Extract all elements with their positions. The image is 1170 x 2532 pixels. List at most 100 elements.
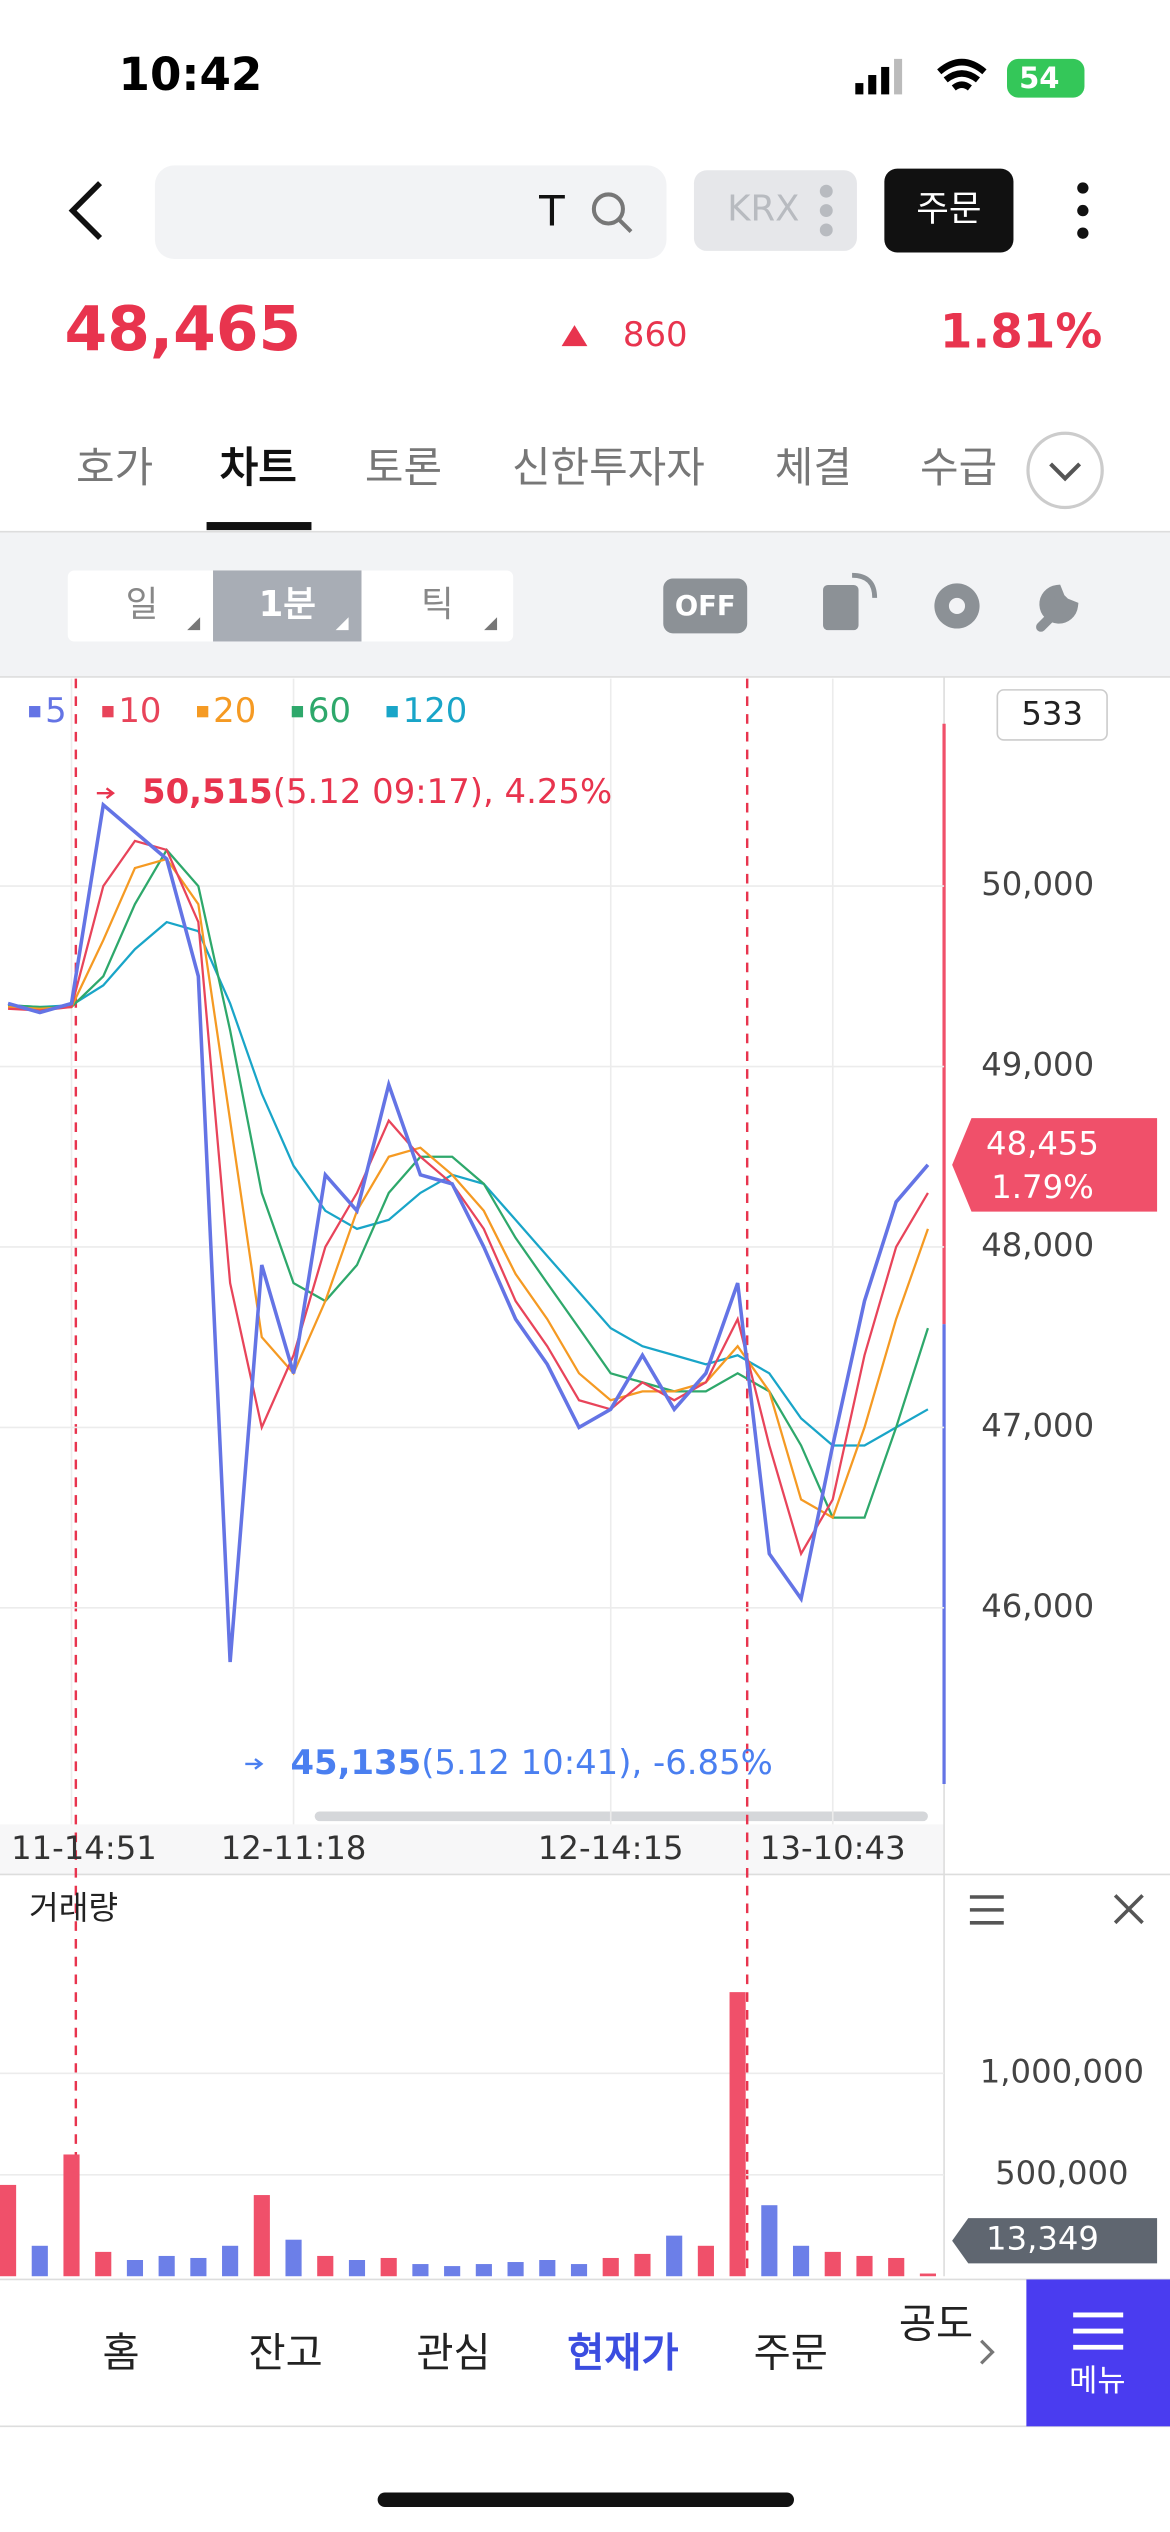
volume-bar xyxy=(317,2255,334,2277)
tab[interactable]: 신한투자자 xyxy=(512,443,705,492)
annotation-detail: (5.12 10:41), -6.85% xyxy=(421,1742,773,1781)
y-tick-label: 50,000 xyxy=(981,865,1094,903)
x-tick-label: 12-11:18 xyxy=(221,1829,367,1867)
annotation-value: 50,515 xyxy=(142,772,273,811)
change-rate: 1.81% xyxy=(940,305,1102,359)
period-button[interactable]: 일 xyxy=(126,584,159,625)
rotate-arrow xyxy=(851,572,878,599)
scrollbar[interactable] xyxy=(314,1811,928,1822)
settings-icon[interactable] xyxy=(934,583,980,629)
value-label-box xyxy=(952,2218,1158,2264)
home-indicator xyxy=(377,2492,794,2508)
annotation: 50,515(5.12 09:17), 4.25% xyxy=(142,772,612,811)
x-tick-label: 12-14:15 xyxy=(538,1829,684,1867)
series-line xyxy=(8,848,930,1519)
bottom-nav xyxy=(0,2279,1170,2428)
tab[interactable]: 호가 xyxy=(76,443,153,492)
chevron xyxy=(1049,462,1082,482)
nav-more[interactable] xyxy=(980,2339,995,2365)
volume-bar xyxy=(126,2259,144,2277)
search-icon xyxy=(591,192,633,233)
series-line xyxy=(7,801,930,1663)
y-tick-label: 46,000 xyxy=(981,1587,1094,1625)
order-button[interactable] xyxy=(884,168,1014,253)
volume-bar xyxy=(666,2235,683,2277)
volume-bar xyxy=(31,2245,48,2277)
legend-label: 120 xyxy=(403,691,468,730)
tab[interactable]: 체결 xyxy=(775,443,852,492)
volume-bar xyxy=(888,2257,905,2277)
charts: 46,000 47,000 48,000 49,000 50,000 11-14:51 12… xyxy=(0,678,1158,2277)
last-rate: 1.79% xyxy=(991,1168,1094,1206)
battery-icon xyxy=(1007,58,1085,98)
volume-close[interactable] xyxy=(1113,1894,1144,1925)
volume-bar xyxy=(380,2257,397,2277)
value-label: 13,349 xyxy=(986,2220,1099,2258)
period-button[interactable]: 1분 xyxy=(259,584,316,625)
last-price-box xyxy=(952,1118,1158,1212)
annotation: 45,135(5.12 10:41), -6.85% xyxy=(290,1742,772,1781)
volume-bar xyxy=(0,2184,17,2277)
x-tick-label: 13-10:43 xyxy=(760,1829,906,1867)
volume-bar xyxy=(919,2273,936,2277)
menu-button[interactable] xyxy=(1026,2279,1170,2427)
annotation-detail: (5.12 09:17), 4.25% xyxy=(273,772,612,811)
volume-bar xyxy=(95,2251,112,2277)
exchange-label: KRX xyxy=(727,189,799,230)
search-text: T xyxy=(538,186,565,235)
volume-bar xyxy=(602,2257,619,2277)
legend-swatch xyxy=(386,706,398,718)
volume-bar xyxy=(253,2195,270,2277)
tab-active[interactable]: 차트 xyxy=(220,443,297,492)
volume-bar xyxy=(792,2245,810,2277)
volume-bar xyxy=(761,2205,778,2277)
volume-title: 거래량 xyxy=(29,1889,118,1927)
tab-underline xyxy=(206,522,312,531)
exchange-button[interactable] xyxy=(693,170,857,251)
volume-bar xyxy=(444,2266,461,2277)
nav-item[interactable]: 주문 xyxy=(754,2329,828,2376)
y-tick-label: 48,000 xyxy=(981,1226,1094,1264)
x-tick-label: 11-14:51 xyxy=(11,1829,157,1867)
exchange-dots xyxy=(819,184,833,237)
series-line xyxy=(8,920,929,1447)
tab[interactable]: 수급 xyxy=(920,443,997,492)
volume-bar xyxy=(824,2251,841,2277)
volume-bar xyxy=(285,2239,302,2277)
volume-menu-icon[interactable] xyxy=(969,1895,1004,1925)
nav-item[interactable]: 관심 xyxy=(416,2329,490,2376)
volume-bar xyxy=(190,2257,207,2277)
tabs-expand[interactable] xyxy=(1026,431,1104,510)
bar-count: 533 xyxy=(1021,695,1083,733)
toggle-button[interactable] xyxy=(663,578,748,634)
nav-item[interactable]: 홈 xyxy=(102,2329,139,2376)
period-button[interactable]: 틱 xyxy=(421,584,454,625)
price: 48,465 xyxy=(65,294,302,365)
rotate-icon[interactable] xyxy=(823,584,859,631)
nav-item[interactable]: 잔고 xyxy=(249,2329,323,2376)
up-arrow xyxy=(561,325,588,347)
volume-bar xyxy=(539,2259,556,2277)
volume-bar xyxy=(475,2264,492,2277)
signal-icon xyxy=(855,58,903,95)
menu-label: 메뉴 xyxy=(1069,2364,1125,2399)
series-line xyxy=(8,857,929,1520)
volume-bar xyxy=(856,2255,873,2277)
tab[interactable]: 토론 xyxy=(365,443,442,492)
back-button[interactable] xyxy=(68,181,103,241)
y-tick-label: 1,000,000 xyxy=(980,2052,1144,2090)
more-button[interactable] xyxy=(1077,182,1089,239)
price-change: 860 xyxy=(623,315,688,354)
volume-bar xyxy=(570,2264,588,2277)
tool-icon[interactable] xyxy=(1036,584,1079,632)
search-box[interactable] xyxy=(154,165,667,259)
nav-item-active[interactable]: 현재가 xyxy=(567,2329,678,2376)
battery-level: 54 xyxy=(1019,61,1059,95)
volume-bar xyxy=(634,2253,651,2277)
nav-item[interactable]: 공도 xyxy=(899,2300,973,2347)
volume-bar xyxy=(348,2259,366,2277)
volume-bar xyxy=(412,2264,429,2277)
volume-bar xyxy=(222,2245,239,2277)
legend-swatch xyxy=(102,706,114,718)
legend-label: 5 xyxy=(45,691,67,730)
